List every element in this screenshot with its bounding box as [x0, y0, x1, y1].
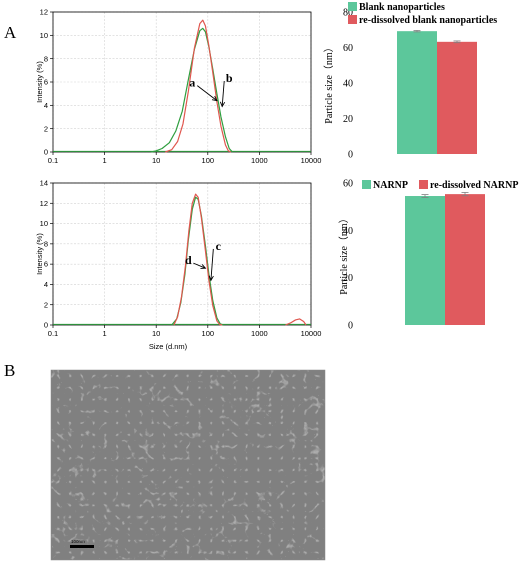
legend-label-1: re-dissolved blank nanoparticles	[359, 15, 497, 26]
y-tick-label: 10	[40, 219, 48, 228]
panel-label-a: A	[4, 23, 17, 42]
bar-1	[445, 194, 485, 325]
y-axis-label: Intensity (%)	[35, 61, 44, 103]
y-tick-label: 12	[40, 8, 48, 17]
x-tick-label: 1000	[251, 156, 268, 165]
x-tick-label: 0.1	[48, 156, 58, 165]
plot-frame	[52, 182, 312, 326]
annotation-label-d: d	[185, 253, 192, 267]
y-tick-label: 0	[348, 321, 353, 332]
annotation-label-b: b	[226, 71, 233, 85]
legend-swatch-0	[348, 2, 357, 11]
y-tick-label: 8	[44, 239, 48, 248]
tem-micrograph: 100nm	[50, 369, 326, 561]
x-tick-label: 100	[202, 329, 215, 338]
y-tick-label: 60	[343, 43, 353, 54]
x-tick-label: 10000	[301, 329, 322, 338]
annotation-label-c: c	[216, 239, 222, 253]
particle-size-bar-chart-bottom: 0 20 40 60 Particle size（nm） NARNP re-dissolve…	[338, 179, 518, 332]
y-tick-label: 40	[343, 226, 353, 237]
bar-0	[397, 31, 437, 155]
legend-label-0: Blank nanoparticles	[359, 2, 445, 13]
y-tick-label: 12	[40, 199, 48, 208]
annotation-arrowhead-c	[208, 275, 214, 282]
y-tick-label: 0	[348, 150, 353, 161]
y-tick-label: 2	[44, 300, 48, 309]
annotation-arrowhead-b	[219, 101, 226, 108]
panel-label-b: B	[4, 361, 15, 380]
x-tick-label: 0.1	[48, 329, 58, 338]
legend-swatch-1	[419, 180, 428, 189]
annotation-label-a: a	[189, 76, 195, 90]
annotation-arrow-d	[193, 262, 206, 269]
x-tick-label: 10	[152, 329, 160, 338]
tem-image	[51, 370, 325, 560]
x-tick-label: 10	[152, 156, 160, 165]
bar-1	[437, 41, 477, 154]
bar-0	[405, 196, 445, 325]
y-tick-label: 80	[343, 8, 353, 19]
y-tick-label: 20	[343, 273, 353, 284]
annotation-arrow-c	[210, 248, 214, 281]
y-tick-label: 8	[44, 54, 48, 63]
particle-size-bar-chart-top: 0 20 40 60 80 Particle size（nm） Blank nanopart…	[323, 2, 497, 161]
annotation-arrow-b	[221, 80, 225, 107]
legend-swatch-1	[348, 15, 357, 24]
y-tick-label: 4	[44, 280, 48, 289]
legend-label-1: re-dissolved NARNP	[430, 180, 518, 191]
x-tick-label: 10000	[301, 156, 322, 165]
annotation-arrowhead-d	[200, 264, 207, 269]
y-axis-label: Particle size（nm）	[338, 213, 350, 294]
y-tick-label: 60	[343, 179, 353, 190]
y-tick-label: 10	[40, 31, 48, 40]
scale-bar-label: 100nm	[71, 539, 85, 544]
y-axis-label: Intensity (%)	[35, 233, 44, 275]
y-axis-label: Particle size（nm）	[323, 42, 335, 123]
y-tick-label: 0	[44, 148, 48, 157]
x-tick-label: 1	[103, 156, 107, 165]
intensity-chart-top: 0 2 4 6 8 10 12 0.1 1 10 100 1000 10000 Intensity (%)…	[35, 8, 321, 165]
y-tick-label: 40	[343, 79, 353, 90]
series-line-2	[285, 318, 307, 326]
series-line-0	[151, 27, 233, 153]
x-tick-label: 1000	[251, 329, 268, 338]
x-axis-label: Size (d.nm)	[149, 342, 188, 351]
annotation-arrowhead-a	[211, 96, 218, 102]
legend-swatch-0	[362, 180, 371, 189]
y-tick-label: 6	[44, 78, 48, 87]
series-line-1	[173, 193, 223, 326]
y-tick-label: 2	[44, 124, 48, 133]
intensity-chart-bottom: 0 2 4 6 8 10 12 14 0.1 1 10 100 1000 10000 Intensity (…	[35, 179, 321, 351]
x-tick-label: 100	[202, 156, 215, 165]
y-tick-label: 4	[44, 101, 48, 110]
legend-label-0: NARNP	[373, 180, 408, 191]
y-tick-label: 0	[44, 321, 48, 330]
y-tick-label: 14	[40, 179, 48, 188]
annotation-arrow-a	[196, 85, 218, 102]
series-line-1	[165, 19, 232, 153]
y-tick-label: 20	[343, 114, 353, 125]
scale-bar	[70, 545, 94, 548]
y-tick-label: 6	[44, 260, 48, 269]
x-tick-label: 1	[103, 329, 107, 338]
